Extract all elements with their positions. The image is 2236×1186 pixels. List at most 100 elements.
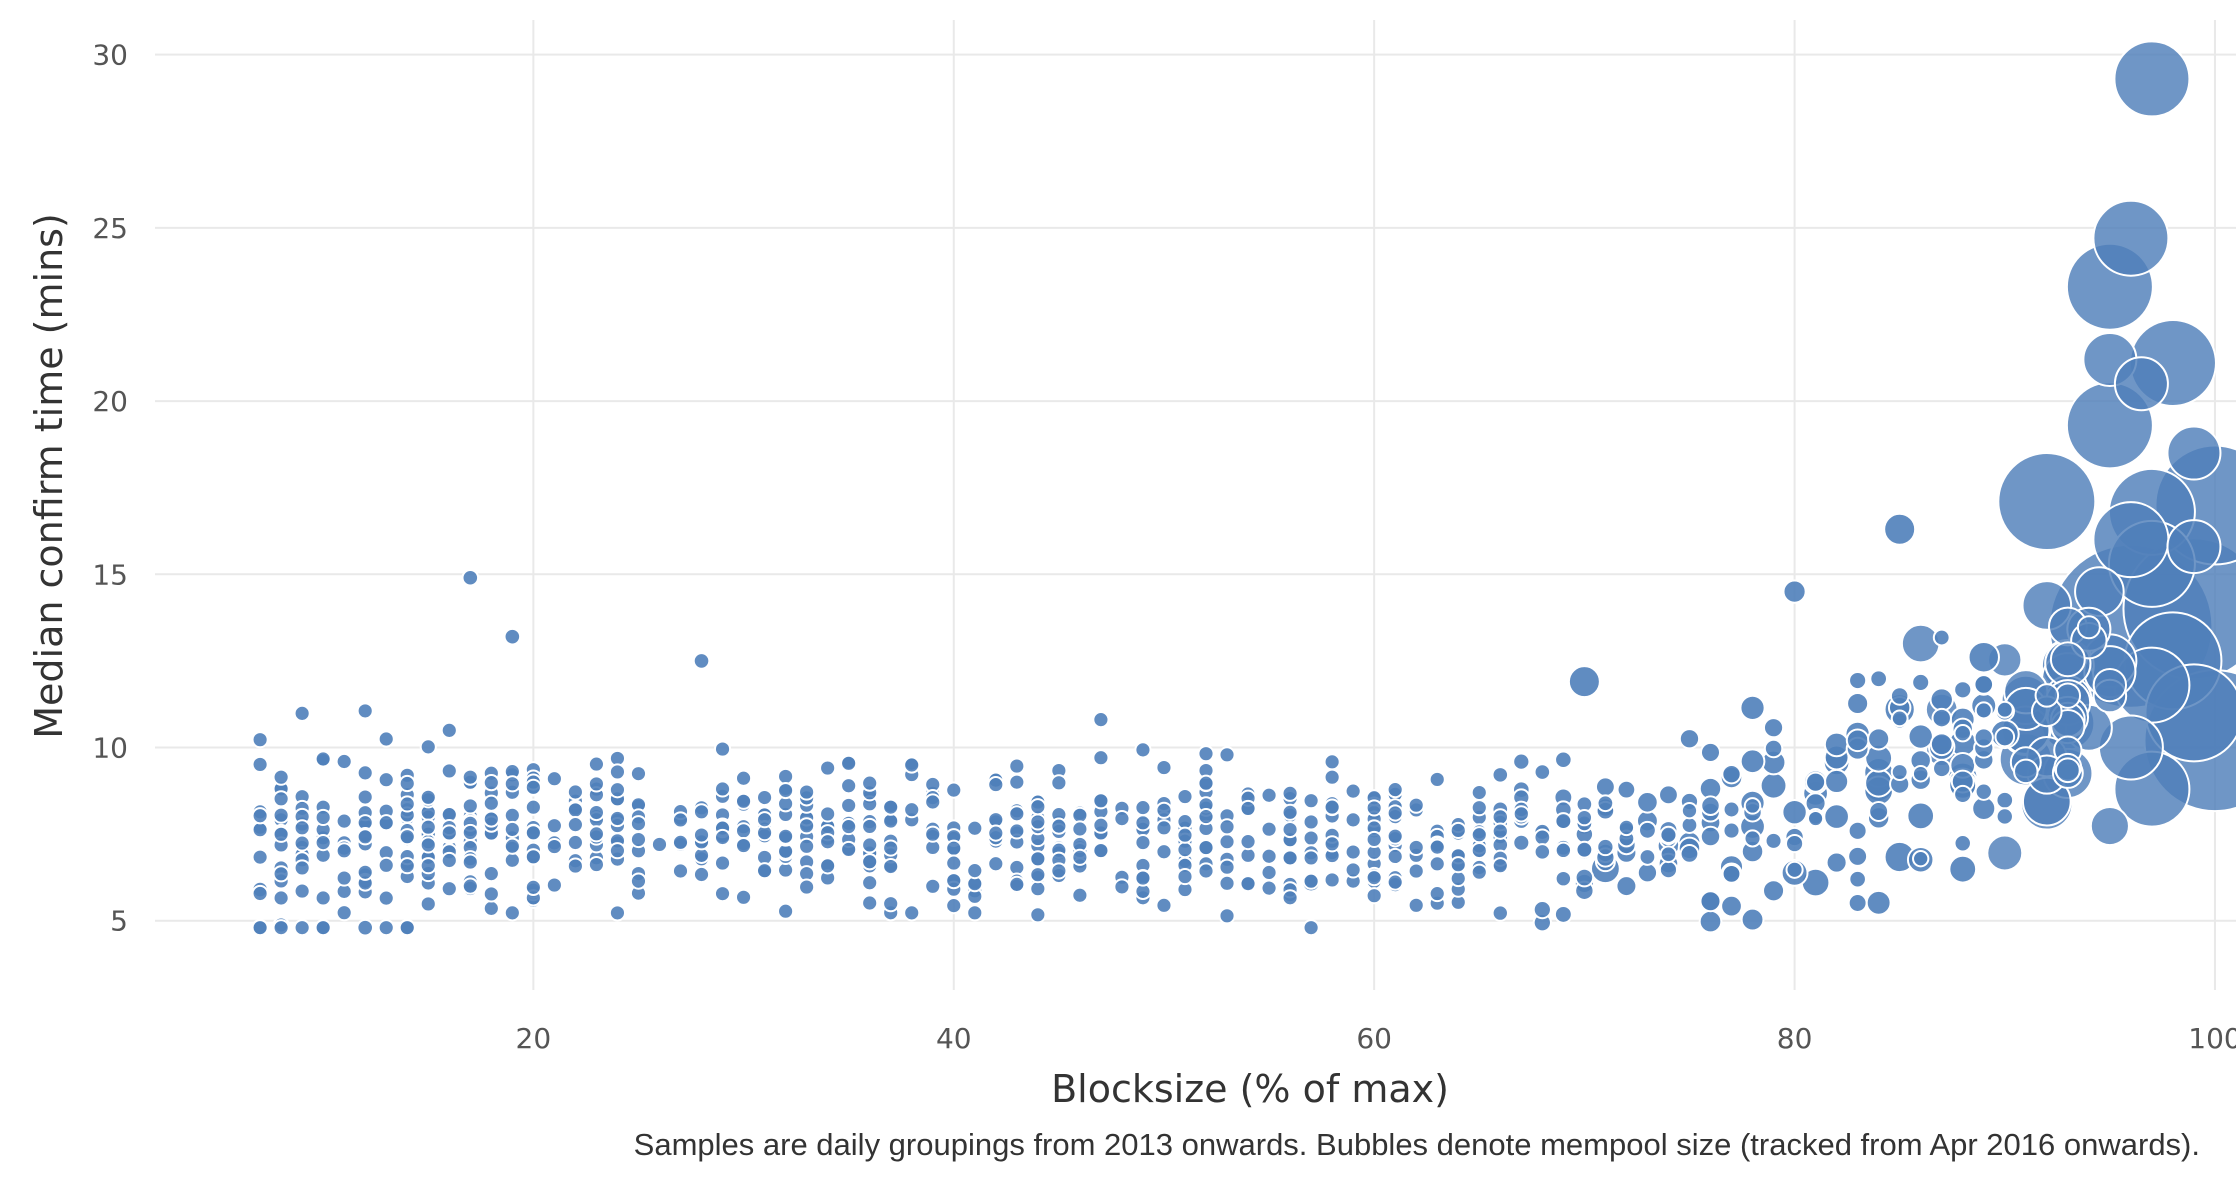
data-point xyxy=(608,842,627,860)
data-point xyxy=(1029,866,1047,884)
data-point xyxy=(2076,615,2101,640)
data-point xyxy=(945,781,963,799)
x-axis-title: Blocksize (% of max) xyxy=(1051,1067,1449,1111)
data-point xyxy=(945,854,963,872)
data-point xyxy=(1470,783,1488,802)
data-point xyxy=(356,863,374,881)
data-point xyxy=(272,825,290,843)
data-point xyxy=(1491,904,1509,922)
data-point xyxy=(587,755,606,773)
data-point xyxy=(335,752,353,771)
data-point xyxy=(482,774,500,792)
data-point xyxy=(1847,893,1868,913)
data-point xyxy=(1491,857,1509,875)
data-point xyxy=(2013,758,2039,785)
data-point xyxy=(1743,797,1762,815)
data-point xyxy=(1782,579,1807,604)
data-point xyxy=(882,895,900,913)
data-point xyxy=(1050,817,1068,835)
data-point xyxy=(1470,799,1488,817)
data-point xyxy=(1574,867,1595,888)
data-point xyxy=(1302,829,1320,847)
data-point xyxy=(1197,808,1215,826)
data-point xyxy=(566,857,584,875)
data-point xyxy=(1824,768,1850,795)
data-point xyxy=(945,897,963,915)
data-point xyxy=(1890,763,1909,781)
data-point xyxy=(1865,889,1892,916)
data-point xyxy=(1365,887,1383,905)
data-point xyxy=(1239,875,1257,893)
data-point xyxy=(1470,841,1488,860)
data-point xyxy=(1699,890,1722,913)
data-point xyxy=(1407,838,1425,857)
data-point xyxy=(1575,808,1594,827)
data-point xyxy=(1512,752,1531,771)
data-point xyxy=(1197,745,1215,763)
data-point xyxy=(482,885,500,903)
data-point xyxy=(1997,452,2097,552)
data-point xyxy=(335,812,353,830)
data-point xyxy=(713,854,732,872)
data-point xyxy=(1197,774,1215,792)
data-point xyxy=(1699,741,1722,763)
data-point xyxy=(272,768,290,786)
data-point xyxy=(1512,805,1530,823)
data-point xyxy=(1554,750,1573,770)
data-point xyxy=(1176,867,1194,886)
data-point xyxy=(1386,873,1404,891)
data-point xyxy=(1365,799,1383,817)
data-point xyxy=(1071,820,1089,838)
data-point xyxy=(1532,899,1552,920)
data-point xyxy=(524,798,542,816)
data-point xyxy=(1302,849,1320,867)
data-point xyxy=(1428,885,1446,903)
data-point xyxy=(1679,844,1700,864)
data-point xyxy=(608,904,627,922)
data-point xyxy=(1260,820,1278,838)
data-point xyxy=(987,824,1005,842)
data-point xyxy=(1260,786,1278,804)
data-point xyxy=(798,783,816,801)
data-point xyxy=(1722,800,1741,819)
data-point xyxy=(1218,833,1236,851)
data-point xyxy=(293,859,311,877)
data-point xyxy=(1428,770,1446,789)
data-point xyxy=(293,704,311,722)
data-point xyxy=(419,836,437,854)
data-point xyxy=(545,770,563,788)
data-point xyxy=(1449,821,1467,840)
data-point xyxy=(1323,768,1341,786)
data-point xyxy=(419,895,437,913)
data-point xyxy=(2054,757,2081,784)
data-point xyxy=(1071,886,1089,904)
data-point xyxy=(419,857,437,875)
data-point xyxy=(356,828,374,846)
data-point xyxy=(272,919,290,937)
data-point xyxy=(1008,757,1026,775)
data-point xyxy=(1596,837,1615,857)
data-point xyxy=(2113,40,2191,118)
data-point xyxy=(861,874,879,892)
data-point xyxy=(314,889,332,907)
data-point xyxy=(1825,851,1848,874)
data-point xyxy=(2049,641,2086,678)
data-point xyxy=(272,865,290,883)
data-point xyxy=(293,919,311,937)
data-point xyxy=(503,775,521,793)
data-point xyxy=(1567,665,1601,699)
data-point xyxy=(524,778,542,796)
data-point xyxy=(903,756,921,774)
data-point xyxy=(756,862,774,880)
data-point xyxy=(1994,726,2016,748)
data-point xyxy=(882,857,900,876)
data-point xyxy=(756,788,774,807)
data-point xyxy=(1721,863,1742,884)
data-point xyxy=(545,838,563,856)
data-point xyxy=(1699,825,1722,848)
data-point xyxy=(566,783,584,801)
data-point xyxy=(1092,749,1110,767)
data-point xyxy=(1197,862,1215,880)
data-point xyxy=(1762,879,1786,903)
data-point xyxy=(777,827,795,845)
